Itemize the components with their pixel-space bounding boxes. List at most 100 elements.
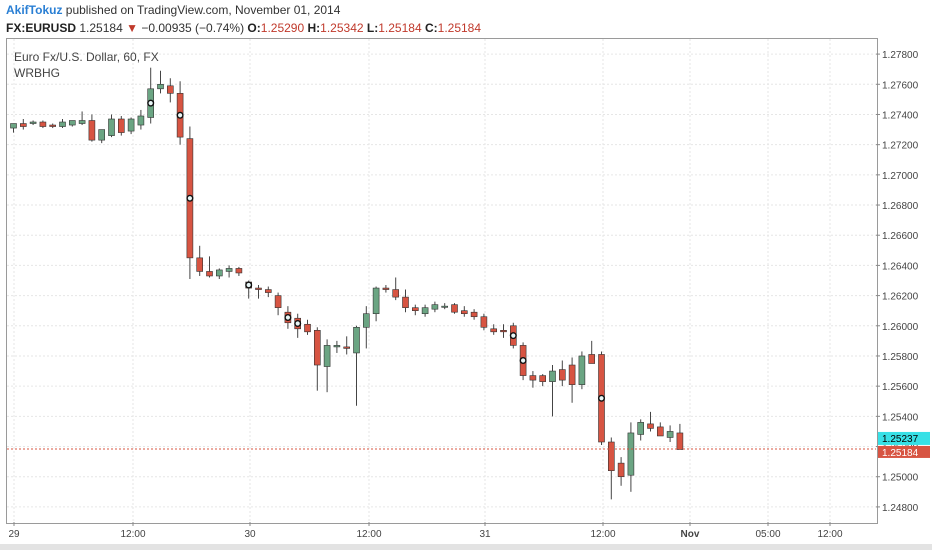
candle-body: [666, 431, 674, 438]
candle-body: [118, 118, 125, 133]
y-tick-label: 1.26600: [882, 231, 919, 242]
chart-title: Euro Fx/U.S. Dollar, 60, FX: [14, 50, 159, 64]
wrb-marker: [176, 111, 184, 119]
x-tick-label: 05:00: [755, 529, 780, 540]
candle-body: [39, 121, 47, 127]
candle-body: [78, 120, 86, 124]
candle-body: [460, 310, 468, 315]
candle-body: [127, 118, 135, 132]
wrb-marker: [147, 99, 155, 107]
candle-body: [343, 346, 351, 349]
candle-body: [607, 441, 615, 471]
candle-body: [19, 123, 27, 127]
candle-body: [49, 124, 57, 127]
ticker-bar: FX:EURUSD 1.25184 ▼ −0.00935 (−0.74%) O:…: [6, 20, 481, 36]
candle-body: [167, 85, 174, 94]
candle-body: [617, 462, 625, 478]
candle-body: [470, 311, 478, 318]
candle-body: [225, 268, 233, 272]
candle-body: [235, 268, 243, 274]
symbol: FX:EURUSD: [6, 21, 77, 35]
candle-body: [568, 364, 576, 385]
candle-body: [216, 269, 223, 277]
candle-body: [411, 307, 419, 311]
x-tick-label: 30: [244, 529, 256, 540]
candle-body: [137, 115, 145, 126]
candle-body: [539, 375, 547, 382]
y-tick-label: 1.24800: [882, 503, 919, 514]
candle-body: [480, 316, 488, 328]
y-tick-label: 1.27600: [882, 80, 919, 91]
high-value: 1.25342: [320, 21, 364, 35]
candle-body: [627, 432, 635, 476]
candle-body: [372, 287, 380, 315]
candle-body: [206, 271, 213, 277]
open-label: O:: [247, 21, 261, 35]
last-price-badge: [878, 431, 930, 445]
author-link[interactable]: AkifTokuz: [6, 3, 63, 17]
low-value: 1.25184: [378, 21, 422, 35]
y-tick-label: 1.26800: [882, 201, 919, 212]
candle-body: [637, 422, 645, 435]
candle-body: [676, 432, 684, 450]
wrb-marker: [519, 356, 527, 364]
x-tick-label: 12:00: [120, 529, 145, 540]
candle-body: [108, 118, 115, 136]
candle-body: [382, 287, 390, 290]
y-tick-label: 1.27400: [882, 110, 919, 121]
y-tick-label: 1.26200: [882, 292, 919, 303]
y-tick-label: 1.27000: [882, 171, 919, 182]
low-label: L:: [366, 21, 379, 35]
indicator-label: WRBHG: [14, 66, 60, 80]
candle-body: [353, 326, 360, 354]
candle-body: [29, 121, 37, 124]
candle-body: [490, 328, 498, 333]
candle-body: [274, 295, 282, 308]
candle-body: [88, 120, 96, 141]
x-tick-label: 29: [8, 529, 20, 540]
candle-body: [656, 426, 664, 437]
bottom-strip: [0, 544, 932, 550]
y-tick-label: 1.26000: [882, 322, 919, 333]
x-tick-label: 31: [479, 529, 491, 540]
candle-body: [647, 423, 654, 429]
candle-body: [323, 345, 331, 367]
candle-body: [264, 289, 272, 293]
last-price-label: 1.25237: [882, 434, 919, 445]
close-label: C:: [424, 21, 438, 35]
x-tick-label: 12:00: [356, 529, 381, 540]
y-tick-label: 1.27800: [882, 50, 919, 61]
published-text: published on TradingView.com, November 0…: [62, 3, 341, 17]
candle-body: [196, 257, 203, 272]
wrb-marker: [598, 394, 606, 402]
candle-body: [421, 307, 429, 315]
candle-body: [451, 304, 458, 313]
candle-body: [304, 323, 311, 333]
price-change: −0.00935 (−0.74%): [141, 21, 245, 35]
candle-body: [10, 123, 17, 129]
x-tick-label: Nov: [681, 529, 700, 540]
candle-body: [549, 370, 556, 382]
x-tick-label: 12:00: [817, 529, 842, 540]
chart-frame[interactable]: [6, 38, 878, 524]
candle-body: [98, 129, 105, 141]
candle-body: [69, 120, 76, 126]
current-price-label: 1.25184: [882, 448, 919, 459]
wrb-marker: [294, 320, 302, 328]
wrb-marker: [186, 194, 194, 202]
publish-header: AkifTokuz published on TradingView.com, …: [6, 2, 340, 18]
y-tick-label: 1.25600: [882, 382, 919, 393]
candle-body: [362, 313, 370, 328]
candle-body: [441, 305, 449, 308]
x-tick-label: 12:00: [590, 529, 615, 540]
candle-body: [313, 330, 321, 366]
candle-body: [402, 296, 409, 308]
candle-body: [578, 355, 586, 385]
candle-body: [431, 304, 439, 310]
last-price: 1.25184: [79, 21, 123, 35]
open-value: 1.25290: [260, 21, 305, 35]
candle-body: [529, 375, 537, 381]
candle-body: [157, 83, 164, 90]
y-tick-label: 1.26400: [882, 261, 919, 272]
